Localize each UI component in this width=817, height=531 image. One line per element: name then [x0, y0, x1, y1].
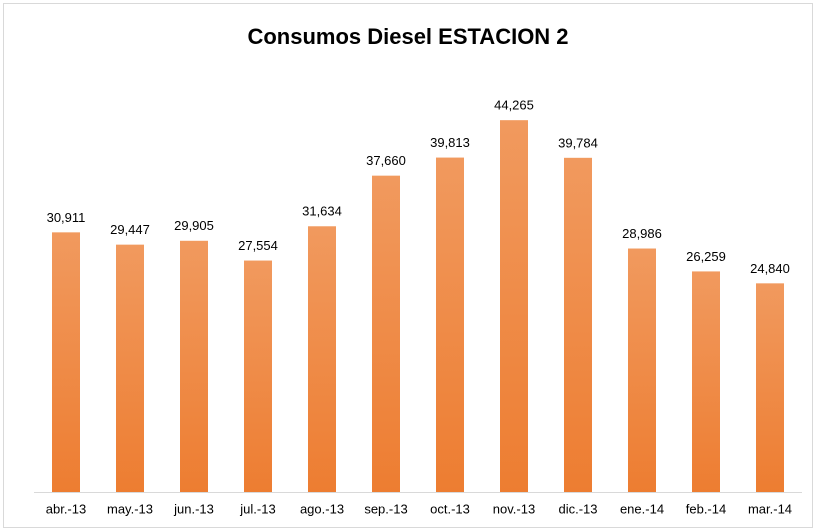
- x-tick-label: mar.-14: [748, 501, 792, 516]
- data-label: 28,986: [622, 226, 662, 241]
- bar: [500, 120, 528, 492]
- bar: [436, 157, 464, 492]
- bar: [308, 226, 336, 492]
- bar: [180, 240, 208, 492]
- data-label: 39,784: [558, 135, 598, 150]
- data-label: 24,840: [750, 261, 790, 276]
- x-tick-label: jun.-13: [173, 501, 214, 516]
- bar: [52, 232, 80, 492]
- data-label: 31,634: [302, 204, 342, 219]
- x-tick-label: may.-13: [107, 501, 153, 516]
- data-label: 29,447: [110, 222, 150, 237]
- bar: [372, 175, 400, 492]
- data-label: 26,259: [686, 249, 726, 264]
- bar: [564, 157, 592, 493]
- x-tick-label: jul.-13: [239, 501, 275, 516]
- bar: [628, 248, 656, 492]
- x-tick-label: nov.-13: [493, 501, 535, 516]
- data-label: 39,813: [430, 135, 470, 150]
- x-tick-label: ene.-14: [620, 501, 664, 516]
- x-tick-label: abr.-13: [46, 501, 86, 516]
- data-label: 27,554: [238, 238, 278, 253]
- data-label: 44,265: [494, 98, 534, 113]
- data-label: 30,911: [47, 210, 86, 225]
- bar: [116, 244, 144, 492]
- x-tick-label: oct.-13: [430, 501, 470, 516]
- bar: [756, 283, 784, 492]
- x-tick-label: dic.-13: [558, 501, 597, 516]
- x-tick-label: sep.-13: [364, 501, 407, 516]
- data-label: 37,660: [366, 153, 406, 168]
- bar: [244, 260, 272, 492]
- chart-title: Consumos Diesel ESTACION 2: [247, 24, 568, 49]
- x-tick-label: ago.-13: [300, 501, 344, 516]
- bar: [692, 271, 720, 492]
- data-label: 29,905: [174, 218, 214, 233]
- x-tick-label: feb.-14: [686, 501, 726, 516]
